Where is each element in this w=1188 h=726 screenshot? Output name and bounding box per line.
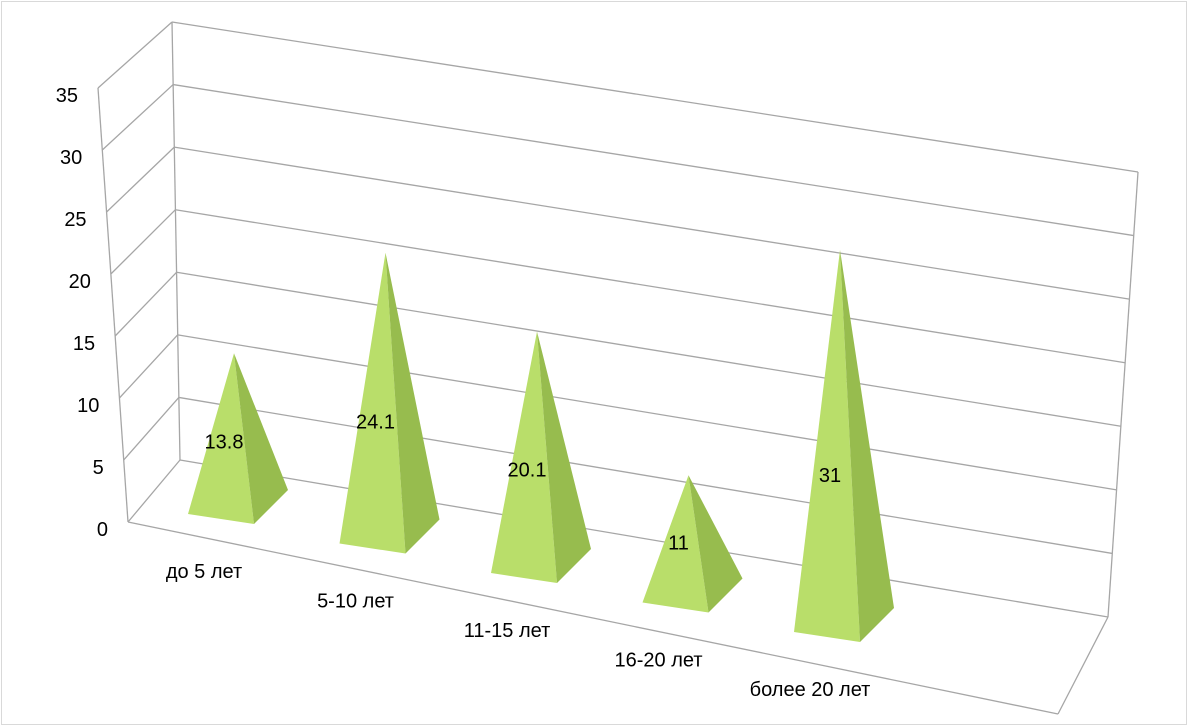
side-wall-gridline — [97, 21, 173, 89]
gridline — [174, 146, 1130, 300]
side-wall-gridline — [123, 396, 180, 461]
floor-right-edge — [1057, 616, 1109, 715]
gridline — [173, 83, 1134, 237]
gridline — [179, 459, 1109, 618]
side-wall-gridline — [110, 209, 176, 275]
side-wall-gridline — [114, 271, 178, 337]
pyramid-side-face — [537, 331, 591, 583]
data-labels: 13.8 24.1 20.1 11 31 — [205, 411, 842, 554]
side-wall-gridline — [106, 146, 175, 213]
gridline — [176, 271, 1121, 427]
y-tick-labels: 0 5 10 15 20 25 30 35 — [56, 85, 108, 541]
y-axis-line — [97, 87, 129, 523]
side-wall-gridline — [118, 334, 179, 399]
side-wall-gridline — [127, 459, 181, 523]
x-category-label: до 5 лет — [166, 561, 242, 583]
pyramid-side-face — [688, 475, 743, 613]
pyramid-front-face — [642, 475, 709, 613]
pyramid-front-face — [491, 331, 557, 583]
x-category-label: 11-15 лет — [464, 620, 551, 642]
gridline — [178, 396, 1113, 555]
y-tick-label: 25 — [64, 209, 86, 231]
y-tick-label: 0 — [97, 519, 108, 541]
pyramid-side-face — [840, 249, 894, 642]
pyramid-front-face — [188, 353, 254, 524]
y-tick-label: 20 — [69, 271, 91, 293]
back-wall-right-edge — [1107, 171, 1139, 618]
data-label: 13.8 — [205, 431, 244, 453]
side-wall-gridline — [101, 84, 174, 151]
pyramid-side-face — [385, 252, 440, 554]
back-wall-left-edge — [171, 21, 181, 461]
data-label: 31 — [819, 465, 841, 487]
pyramid-series — [188, 249, 894, 642]
x-category-label: более 20 лет — [750, 679, 871, 701]
x-category-label: 5-10 лет — [317, 591, 394, 613]
gridline — [171, 21, 1139, 173]
y-tick-label: 30 — [60, 147, 82, 169]
gridline — [177, 334, 1117, 491]
data-label: 11 — [668, 533, 689, 555]
data-label: 24.1 — [356, 411, 395, 433]
gridline — [175, 209, 1126, 364]
y-tick-label: 5 — [93, 457, 104, 479]
y-tick-label: 15 — [73, 333, 95, 355]
y-tick-label: 35 — [56, 85, 78, 107]
x-category-label: 16-20 лет — [615, 650, 703, 672]
floor-front-edge — [127, 521, 1059, 715]
pyramid-side-face — [234, 353, 288, 524]
data-label: 20.1 — [508, 460, 547, 482]
y-tick-label: 10 — [77, 395, 99, 417]
pyramid-front-face — [794, 249, 860, 642]
x-category-labels: до 5 лет 5-10 лет 11-15 лет 16-20 лет бо… — [166, 561, 871, 701]
pyramid-front-face — [339, 252, 406, 554]
grid-layer — [97, 21, 1139, 715]
